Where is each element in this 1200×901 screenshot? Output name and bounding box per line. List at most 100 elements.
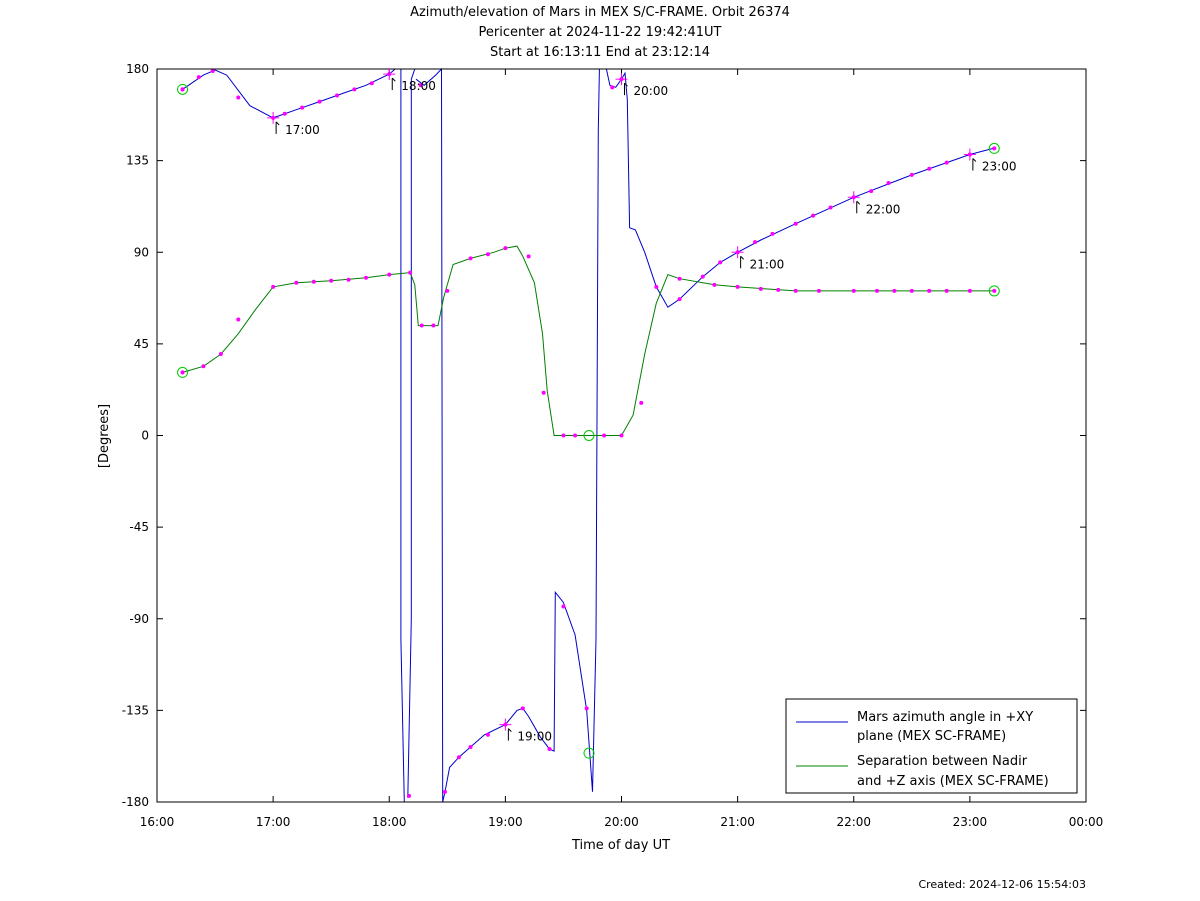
series-0-line-segment-4 — [605, 68, 994, 308]
series-1-marker-10 — [387, 272, 392, 277]
series-0-end-marker — [988, 142, 1000, 154]
series-0-marker-14 — [442, 789, 447, 794]
series-0-marker-6 — [300, 105, 305, 110]
series-0-marker-8 — [334, 93, 339, 98]
series-0-marker-1 — [196, 75, 201, 80]
series-1-marker-27 — [735, 284, 740, 289]
series-1-marker-25 — [677, 276, 682, 281]
y-tick-label-7: -135 — [122, 703, 149, 717]
series-1-marker-2 — [218, 352, 223, 357]
legend-label-separation-2: and +Z axis (MEX SC-FRAME) — [857, 774, 1049, 789]
series-1-marker-1 — [201, 364, 206, 369]
hour-pointer-head-1 — [391, 77, 396, 82]
y-tick-label-2: 90 — [134, 245, 149, 259]
series-1-marker-20 — [561, 433, 566, 438]
series-1-marker-8 — [346, 277, 351, 282]
chart-title-line-2: Pericenter at 2024-11-22 19:42:41UT — [478, 25, 721, 40]
series-1-end-marker — [988, 285, 1000, 297]
series-1-marker-5 — [294, 280, 299, 285]
series-0-marker-25 — [654, 284, 659, 289]
series-1-marker-29 — [776, 287, 781, 292]
series-1-marker-16 — [485, 252, 490, 257]
hour-annotation-label-3: 20:00 — [634, 84, 669, 98]
series-1-marker-23 — [619, 433, 624, 438]
series-0-marker-22 — [584, 706, 589, 711]
series-0-marker-28 — [718, 260, 723, 265]
hour-pointer-head-5 — [856, 200, 861, 205]
series-1-marker-35 — [909, 288, 914, 293]
hour-annotation-label-1: 18:00 — [401, 79, 436, 93]
series-0-marker-5 — [282, 111, 287, 116]
y-tick-label-0: 180 — [126, 62, 149, 76]
x-tick-label-6: 22:00 — [836, 815, 871, 829]
series-0-marker-36 — [869, 189, 874, 194]
series-1-marker-17 — [503, 246, 508, 251]
series-1-marker-32 — [851, 288, 856, 293]
series-1-marker-4 — [271, 284, 276, 289]
series-1-start-marker — [177, 366, 189, 378]
pericenter-marker-0 — [583, 747, 595, 759]
legend-box — [785, 698, 1078, 794]
series-0-marker-2 — [210, 69, 215, 74]
x-tick-label-7: 23:00 — [953, 815, 988, 829]
x-axis-label: Time of day UT — [571, 838, 670, 853]
y-tick-label-4: 0 — [141, 429, 149, 443]
series-1-marker-19 — [541, 390, 546, 395]
hour-pointer-head-3 — [624, 82, 628, 87]
series-1-marker-7 — [329, 278, 334, 283]
series-0-marker-37 — [886, 181, 891, 186]
series-0-marker-31 — [770, 231, 775, 236]
hour-annotations: 17:00 18:00 19:00 20:00 21:00 22:00 23:00 — [267, 68, 1016, 744]
series-0-line-segment-0 — [182, 68, 396, 119]
series-0-marker-30 — [753, 240, 758, 245]
hour-annotation-label-2: 19:00 — [517, 730, 552, 744]
series-1-marker-38 — [967, 288, 972, 293]
legend-label-azimuth-1: Mars azimuth angle in +XY — [857, 710, 1033, 725]
series-0-marker-12 — [406, 793, 411, 798]
series-1-marker-3 — [236, 317, 241, 322]
series-0-marker-3 — [236, 95, 241, 100]
series-0-marker-38 — [909, 172, 914, 177]
series-0-marker-15 — [456, 755, 461, 760]
hour-pointer-head-4 — [740, 255, 744, 260]
series-0-marker-27 — [700, 274, 705, 279]
series-0-marker-34 — [828, 205, 833, 210]
y-tick-label-8: -180 — [122, 795, 149, 809]
series-1-marker-13 — [431, 323, 436, 328]
x-tick-label-1: 17:00 — [256, 815, 291, 829]
hour-annotation-label-4: 21:00 — [750, 257, 785, 271]
pericenter-marker-1 — [583, 430, 595, 441]
series-0-marker-23 — [610, 85, 615, 90]
hour-pointer-head-0 — [275, 121, 280, 126]
axis-ticks: 16:00 17:00 18:00 19:00 20:00 21:00 22:00 23:00… — [122, 62, 1104, 829]
series-0-marker-9 — [352, 87, 357, 92]
series-1-end-dot — [992, 288, 997, 293]
series-1-marker-26 — [712, 282, 717, 287]
series-0-marker-40 — [944, 160, 949, 165]
series-1-marker-31 — [816, 288, 821, 293]
series-0-marker-13 — [418, 83, 423, 88]
y-tick-label-3: 45 — [134, 337, 149, 351]
x-tick-label-4: 20:00 — [604, 815, 639, 829]
series-0-marker-20 — [547, 747, 552, 752]
series-0-marker-10 — [369, 81, 374, 86]
series-0-marker-16 — [468, 745, 473, 750]
series-1-marker-14 — [445, 288, 450, 293]
series-1-marker-33 — [874, 288, 879, 293]
series-0-marker-19 — [520, 706, 525, 711]
hour-pointer-head-6 — [972, 158, 977, 162]
series-0-marker-7 — [317, 99, 322, 104]
y-tick-label-5: -45 — [129, 520, 149, 534]
hour-annotation-label-5: 22:00 — [866, 202, 901, 216]
series-0-start-marker — [177, 83, 189, 95]
series-1-marker-11 — [408, 270, 413, 275]
series-0-marker-21 — [561, 604, 566, 609]
legend-label-separation-1: Separation between Nadir — [857, 754, 1028, 769]
series-layer — [177, 67, 1000, 803]
series-1-marker-22 — [602, 433, 607, 438]
hour-annotation-label-0: 17:00 — [285, 123, 320, 137]
series-0-end-dot — [992, 146, 997, 151]
series-1-marker-21 — [573, 433, 578, 438]
series-1-marker-15 — [468, 256, 473, 261]
